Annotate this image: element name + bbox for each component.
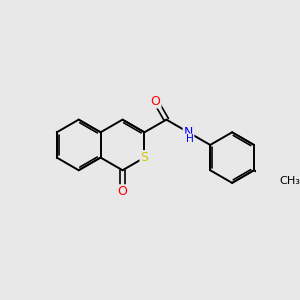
Text: O: O: [118, 185, 128, 198]
Text: N: N: [184, 126, 193, 139]
Text: S: S: [140, 151, 148, 164]
Text: H: H: [186, 134, 194, 144]
Text: CH₃: CH₃: [279, 176, 300, 186]
Text: O: O: [151, 94, 160, 107]
